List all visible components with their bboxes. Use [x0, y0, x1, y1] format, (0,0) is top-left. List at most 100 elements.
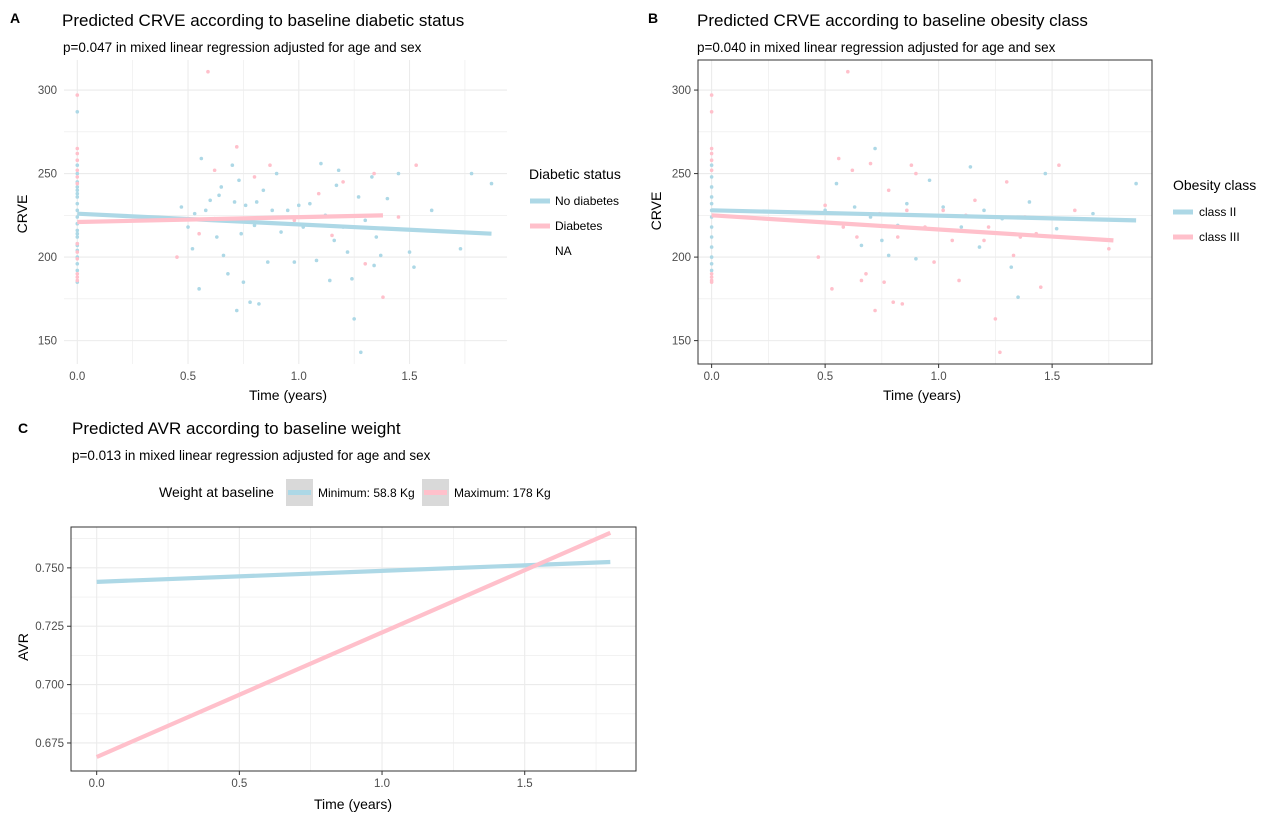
- panel-a-x-tick-label: 0.0: [69, 371, 85, 383]
- panel-a-data-point: [308, 201, 312, 206]
- panel-a-data-point: [372, 263, 376, 268]
- panel-a-data-point: [215, 235, 219, 239]
- panel-b-data-point: [709, 168, 714, 173]
- panel-b-title: Predicted CRVE according to baseline obe…: [697, 11, 1088, 30]
- legend-a-title: Diabetic status: [529, 166, 621, 182]
- panel-a-data-point: [270, 208, 275, 213]
- panel-b-data-point: [1043, 171, 1048, 176]
- panel-a-data-point: [75, 278, 80, 283]
- panel-c-y-axis-title: AVR: [15, 633, 31, 661]
- panel-b-x-axis-title: Time (years): [883, 387, 961, 403]
- panel-a-data-point: [252, 223, 257, 228]
- panel-b-data-point: [846, 69, 850, 74]
- panel-a-plot: 0.0 0.5 1.0 1.5 150 200 250 300: [38, 60, 507, 383]
- panel-b-data-point: [1073, 208, 1077, 213]
- panel-a-data-point: [75, 261, 80, 266]
- panel-b-data-point: [905, 208, 909, 213]
- panel-c-subtitle: p=0.013 in mixed linear regression adjus…: [72, 448, 431, 463]
- panel-a-data-point: [197, 287, 201, 291]
- panel-a-data-point: [75, 268, 80, 273]
- panel-a-data-point: [279, 230, 283, 234]
- panel-b-data-point: [823, 203, 827, 208]
- panel-a-y-tick-label: 250: [38, 169, 57, 181]
- panel-a-data-point: [75, 188, 80, 193]
- legend-c-label-min: Minimum: 58.8 Kg: [318, 486, 415, 500]
- panel-a-data-point: [458, 246, 463, 251]
- panel-a-legend: Diabetic status No diabetes Diabetes NA: [529, 166, 621, 258]
- panel-b-data-point: [1054, 226, 1059, 231]
- legend-a-label-na: NA: [555, 244, 572, 258]
- panel-a-data-point: [75, 272, 80, 276]
- panel-a-data-point: [252, 175, 257, 179]
- panel-b-data-point: [1057, 163, 1061, 168]
- panel-b-data-point: [932, 260, 936, 264]
- panel-a-data-point: [407, 250, 412, 254]
- panel-a-data-point: [359, 350, 363, 355]
- panel-a-data-point: [341, 180, 345, 184]
- panel-a-data-point: [396, 171, 401, 176]
- panel-a-data-point: [75, 158, 80, 163]
- panel-a-x-tick-label: 0.5: [180, 371, 196, 383]
- panel-b-data-point: [709, 280, 714, 284]
- panel-a-data-point: [385, 196, 390, 201]
- panel-b-data-point: [850, 168, 855, 173]
- panel-a-data-point: [254, 200, 259, 204]
- panel-b-data-point: [882, 280, 886, 284]
- panel-a-data-point: [226, 272, 230, 276]
- panel-a-y-tick-label: 200: [38, 252, 57, 264]
- panel-a-data-point: [265, 260, 270, 264]
- panel-b-data-point: [852, 205, 857, 209]
- legend-c-label-max: Maximum: 178 Kg: [454, 486, 551, 500]
- panel-a-data-point: [221, 253, 226, 258]
- panel-b-data-point: [1004, 180, 1009, 184]
- panel-a-data-point: [75, 275, 80, 279]
- panel-b-frame: [697, 59, 1153, 365]
- panel-a-data-point: [429, 208, 434, 213]
- panel-a-data-point: [414, 163, 418, 168]
- panel-c-title: Predicted AVR according to baseline weig…: [72, 419, 401, 438]
- panel-a-data-point: [217, 193, 221, 198]
- panel-b-y-tick-label: 150: [672, 336, 691, 348]
- panel-b-data-point: [709, 275, 714, 279]
- panel-a-data-point: [212, 168, 217, 173]
- panel-b-data-point: [709, 175, 714, 179]
- panel-c-x-tick-label: 1.0: [374, 778, 390, 790]
- panel-a-data-point: [219, 185, 224, 189]
- panel-b-data-point: [968, 165, 973, 169]
- panel-a-data-point: [75, 250, 80, 254]
- panel-b-data-point: [900, 302, 905, 306]
- panel-b-line-class-iii: [711, 213, 1114, 243]
- panel-a-data-point: [319, 161, 323, 166]
- panel-a-data-point: [230, 163, 235, 168]
- panel-b-data-point: [914, 256, 918, 261]
- panel-a-y-axis-title: CRVE: [14, 195, 30, 234]
- panel-a-data-point: [292, 218, 297, 223]
- panel-b-data-point: [709, 195, 714, 199]
- panel-a-tag: A: [10, 10, 20, 26]
- panel-a-data-point: [345, 250, 350, 254]
- panel-a-data-point: [374, 235, 379, 239]
- panel-b-data-point: [834, 181, 839, 186]
- panel-a-data-point: [75, 109, 80, 114]
- panel-a-data-point: [75, 235, 80, 239]
- panel-a-data-point: [75, 175, 80, 179]
- panel-b-data-point: [709, 93, 714, 97]
- panel-a-y-tick-label: 300: [38, 85, 57, 97]
- panel-a-data-point: [75, 191, 80, 196]
- panel-a-data-point: [378, 253, 383, 258]
- panel-b-data-point: [709, 151, 714, 156]
- panel-a-data-point: [199, 156, 204, 161]
- panel-b-x-tick-label: 1.0: [931, 371, 947, 383]
- legend-b-title: Obesity class: [1173, 177, 1256, 193]
- panel-b-data-point: [841, 225, 846, 229]
- panel-b-data-point: [855, 235, 859, 239]
- panel-a-data-point: [75, 228, 80, 233]
- panel-b-data-point: [950, 238, 955, 243]
- panel-a-data-point: [316, 191, 321, 196]
- panel-a-x-tick-label: 1.5: [402, 371, 418, 383]
- panel-b-data-point: [709, 245, 714, 249]
- panel-a-data-point: [75, 195, 80, 199]
- panel-a-data-point: [352, 317, 356, 321]
- panel-a-data-point: [75, 185, 80, 189]
- panel-b-data-point: [830, 287, 834, 291]
